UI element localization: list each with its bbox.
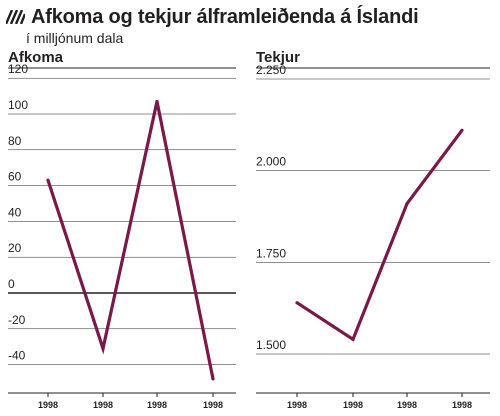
panel-1-data-point — [155, 99, 159, 104]
panel-2-xtick-label: 1998 — [397, 400, 417, 410]
panel-2-title: Tekjur — [256, 49, 300, 66]
panel-1-ytick-label: 0 — [8, 277, 15, 291]
chart-title: Afkoma og tekjur álframleiðenda á Ísland… — [31, 5, 419, 28]
panel-1-xtick-label: 1998 — [38, 400, 58, 410]
title-row: Afkoma og tekjur álframleiðenda á Ísland… — [6, 4, 419, 30]
panel-2-data-point — [405, 202, 409, 206]
panel-1-ytick-label: 120 — [8, 62, 28, 76]
panel-1-ytick-label: 20 — [8, 241, 22, 255]
panel-2-data-point — [295, 301, 299, 305]
panel-1-xtick-label: 1998 — [93, 400, 113, 410]
panel-1-title: Afkoma — [8, 49, 64, 66]
panel-1-ytick-label: 60 — [8, 170, 22, 184]
panel-1-ytick-label: 40 — [8, 205, 22, 219]
panel-2-data-point — [460, 128, 464, 132]
panel-1-data-point — [46, 178, 50, 182]
panel-1-data-point — [101, 346, 105, 351]
panel-1-ytick-label: 100 — [8, 98, 28, 112]
panel-2-ytick-label: 1.750 — [256, 246, 286, 260]
panel-2-ytick-label: 2.250 — [256, 63, 286, 77]
panel-1-ytick-label: -40 — [8, 349, 26, 363]
panel-1-ytick-label: 80 — [8, 134, 22, 148]
hatch-icon — [6, 10, 25, 24]
panel-2-xtick-label: 1998 — [452, 400, 472, 410]
panel-2-data-point — [351, 337, 355, 341]
panel-2-ytick-label: 2.000 — [256, 155, 286, 169]
panel-1-xtick-label: 1998 — [203, 400, 223, 410]
panel-1-series-line — [46, 101, 215, 380]
panel-2-ytick-label: 1.500 — [256, 338, 286, 352]
panel-2-xtick-label: 1998 — [287, 400, 307, 410]
chart-subtitle: í milljónum dala — [26, 30, 124, 46]
panel-1-data-point — [211, 377, 215, 381]
panel-1-xtick-label: 1998 — [147, 400, 167, 410]
panel-2-xtick-label: 1998 — [343, 400, 363, 410]
panel-2-series-line — [296, 129, 464, 342]
panel-1-ytick-label: -20 — [8, 313, 26, 327]
